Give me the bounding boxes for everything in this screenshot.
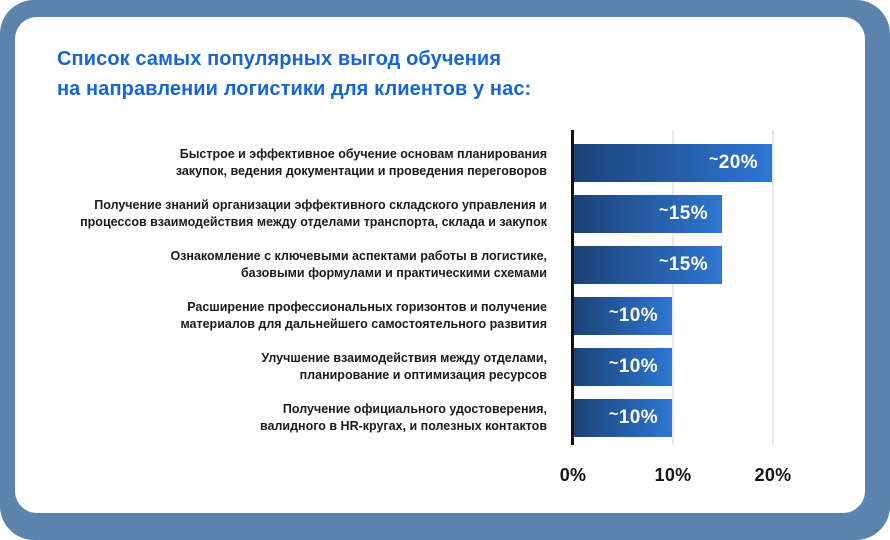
gridline-20 (772, 130, 774, 445)
x-axis-tick-10: 10% (654, 465, 692, 485)
approx-tilde: ~ (658, 252, 669, 270)
bar-label: Ознакомление с ключевыми аспектами работ… (170, 249, 547, 280)
bar-value: ~10% (608, 354, 658, 377)
bar-value: ~15% (658, 201, 708, 224)
chart-row: Ознакомление с ключевыми аспектами работ… (15, 246, 865, 284)
bar-value: ~10% (608, 303, 658, 326)
x-axis-tick-0: 0% (559, 465, 587, 485)
bar: ~10% (574, 399, 672, 437)
approx-tilde: ~ (608, 405, 619, 423)
bar: ~10% (574, 297, 672, 335)
bar: ~15% (574, 195, 722, 233)
page-title-line-2: на направлении логистики для клиентов у … (57, 78, 532, 100)
x-axis-ticks: 0% 10% 20% (15, 465, 865, 489)
bar-label: Быстрое и эффективное обучение основам п… (175, 147, 547, 178)
chart-row: Быстрое и эффективное обучение основам п… (15, 144, 865, 182)
approx-tilde: ~ (608, 354, 619, 372)
x-axis-tick-20: 20% (754, 465, 792, 485)
chart-row: Получение знаний организации эффективног… (15, 195, 865, 233)
bar: ~10% (574, 348, 672, 386)
bar-value: ~20% (708, 150, 758, 173)
approx-tilde: ~ (708, 150, 719, 168)
bar-label: Получение знаний организации эффективног… (80, 198, 547, 229)
approx-tilde: ~ (608, 303, 619, 321)
chart-row: Расширение профессиональных горизонтов и… (15, 297, 865, 335)
chart-row: Улучшение взаимодействия между отделами,… (15, 348, 865, 386)
bar-value: ~10% (608, 405, 658, 428)
approx-tilde: ~ (658, 201, 669, 219)
chart-row: Получение официального удостоверения, вал… (15, 399, 865, 437)
chart-rows: Быстрое и эффективное обучение основам п… (15, 144, 865, 437)
bar-value: ~15% (658, 252, 708, 275)
page-title: Список самых популярных выгод обучения н… (57, 44, 531, 104)
page-title-line-1: Список самых популярных выгод обучения (57, 48, 502, 70)
bar-chart: Быстрое и эффективное обучение основам п… (15, 17, 865, 513)
bar-label: Улучшение взаимодействия между отделами,… (261, 351, 547, 382)
content-card: Список самых популярных выгод обучения н… (15, 17, 865, 513)
bar: ~15% (574, 246, 722, 284)
bar-label: Получение официального удостоверения, вал… (260, 402, 547, 433)
gridline-10 (672, 130, 674, 445)
y-axis-line (571, 130, 574, 445)
bar: ~20% (574, 144, 772, 182)
bar-label: Расширение профессиональных горизонтов и… (180, 300, 547, 331)
